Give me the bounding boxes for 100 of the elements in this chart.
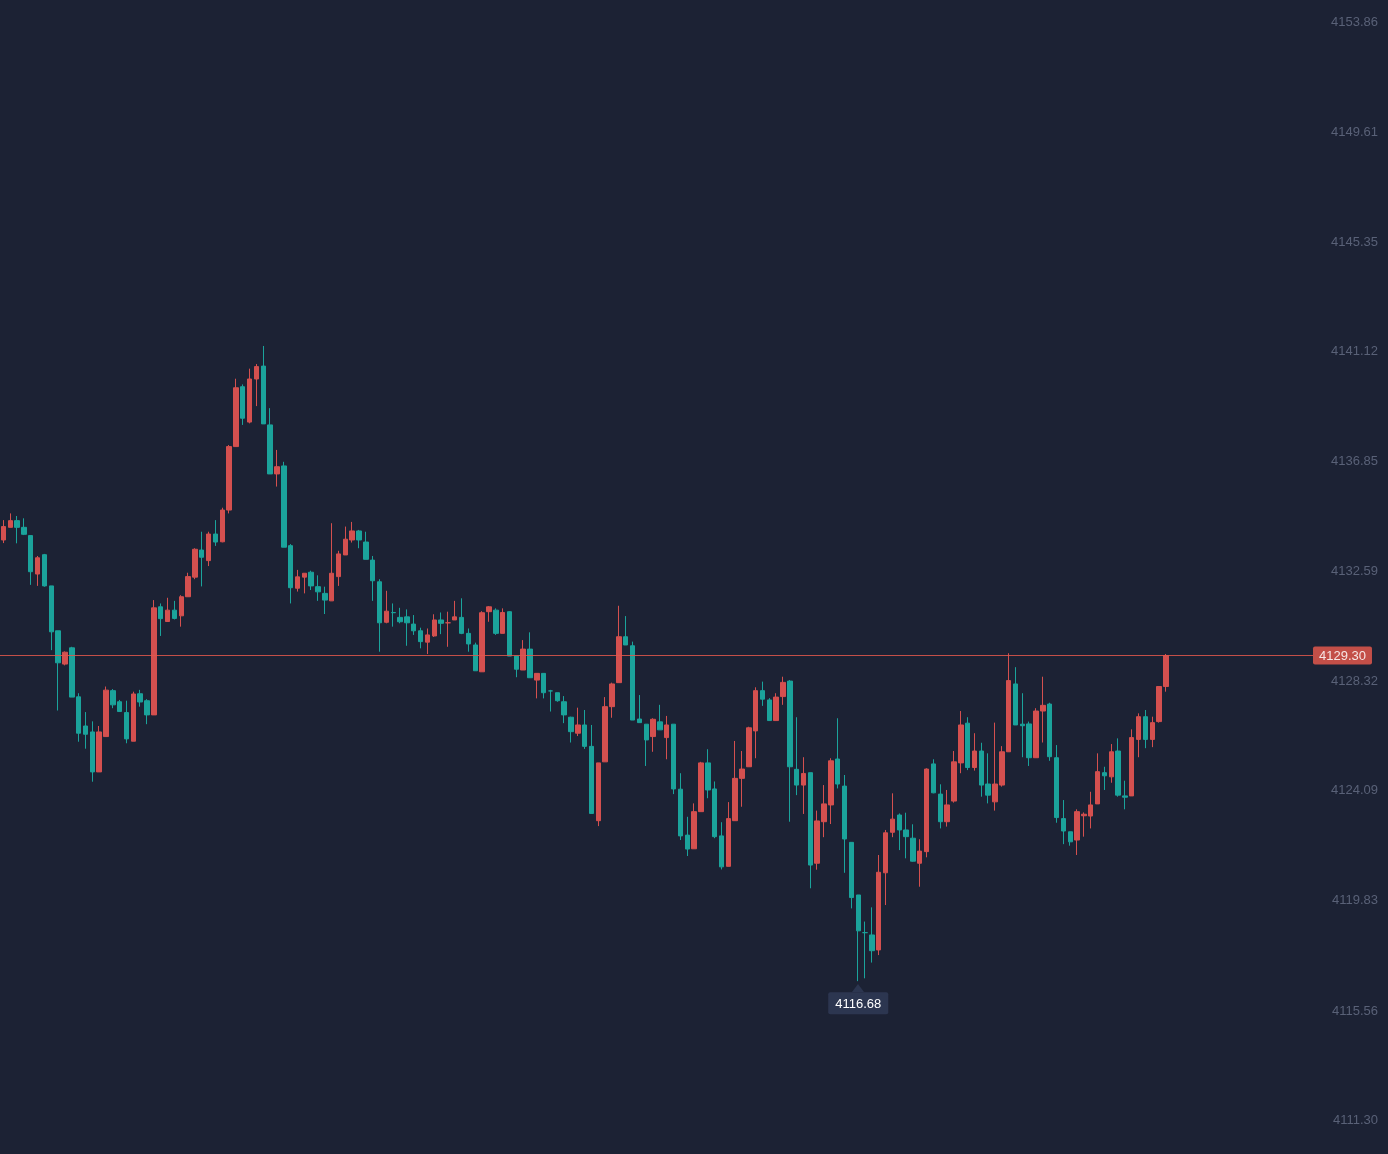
candlestick [849, 841, 854, 909]
candlestick [671, 723, 676, 795]
candlestick [541, 672, 546, 699]
candlestick [630, 641, 635, 721]
candlestick [172, 600, 177, 620]
candlestick [8, 512, 13, 528]
candlestick [1047, 702, 1052, 762]
candlestick [801, 756, 806, 815]
candlestick [787, 679, 793, 823]
candlestick [876, 854, 881, 956]
y-tick-label: 4149.61 [1331, 124, 1378, 140]
candlestick [644, 723, 649, 767]
candlestick [445, 611, 451, 648]
candlestick [917, 838, 922, 888]
candlestick [685, 816, 690, 857]
candlestick [158, 602, 163, 637]
candlestick [391, 602, 396, 628]
candlestick [295, 569, 300, 593]
candlestick [623, 615, 628, 646]
candlestick [760, 681, 765, 707]
candlestick [1150, 716, 1155, 748]
y-tick-label: 4141.12 [1331, 343, 1378, 359]
candlestick [1129, 728, 1134, 797]
y-tick-label: 4115.56 [1331, 1002, 1378, 1018]
candlestick [124, 700, 129, 744]
candlestick [1102, 766, 1107, 791]
candlestick [910, 823, 916, 863]
candlestick [459, 597, 464, 635]
y-tick-label: 4153.86 [1331, 14, 1378, 30]
candlestick [1061, 799, 1066, 845]
candlestick [28, 535, 33, 586]
candlestick [938, 783, 943, 829]
candlestick [589, 724, 594, 814]
candlestick [657, 704, 663, 731]
candlestick [534, 672, 540, 699]
candlestick [1013, 666, 1018, 726]
candlestick [931, 758, 936, 794]
candlestick [808, 772, 813, 889]
y-tick-label: 4136.85 [1331, 453, 1378, 469]
candlestick [206, 531, 211, 567]
candlestick [972, 732, 977, 772]
candlestick [500, 607, 505, 634]
candlestick [493, 607, 499, 636]
candlestick [650, 717, 656, 753]
candlestick [794, 716, 799, 796]
candlestick [384, 590, 389, 624]
candlestick [418, 627, 423, 649]
candlestick [1, 519, 6, 544]
candlestick [42, 553, 47, 588]
candlestick [637, 694, 642, 724]
y-tick-label: 4145.35 [1331, 233, 1378, 249]
candlestick [924, 767, 929, 858]
candlestick [302, 572, 307, 594]
y-tick-label: 4128.32 [1331, 673, 1378, 689]
candlestick [842, 774, 847, 874]
candlestick [473, 642, 478, 672]
candlestick [329, 522, 334, 602]
candlestick [411, 614, 416, 636]
candlestick [90, 720, 95, 783]
candlestick [767, 697, 772, 722]
candlestick [527, 631, 533, 679]
candlestick [274, 449, 280, 488]
candlestick [561, 695, 567, 724]
annotation: 4116.68 [835, 996, 882, 1012]
candlestick [568, 716, 574, 743]
candlestick [466, 627, 471, 653]
y-tick-label: 4119.83 [1331, 892, 1378, 908]
candlestick [254, 363, 259, 407]
candlestick [582, 709, 587, 750]
candlestick [856, 894, 861, 982]
candlestick [336, 550, 341, 587]
candlestick [514, 655, 519, 678]
candlestick [890, 792, 895, 838]
candlestick [548, 689, 553, 713]
candlestick [1136, 712, 1141, 758]
y-tick-label: 4132.59 [1331, 563, 1378, 579]
candlestick [1095, 752, 1100, 805]
candlestick [835, 717, 840, 789]
candlestick [432, 613, 437, 638]
candlestick [575, 707, 581, 737]
candlestick [1068, 831, 1073, 847]
candlestick [83, 711, 88, 750]
candlestick [719, 821, 724, 870]
candlestick [944, 789, 950, 828]
candlestick [664, 715, 669, 760]
candlestick [322, 586, 328, 615]
candlestick [869, 906, 875, 964]
candlestick [377, 578, 382, 653]
candlestick [240, 383, 245, 426]
candlestick [862, 921, 868, 979]
y-tick-label: 4111.30 [1332, 1112, 1378, 1128]
candlestick [35, 555, 40, 587]
candlestick [1109, 743, 1114, 784]
candlestick [131, 691, 136, 742]
candlestick [165, 597, 170, 622]
candlestick [678, 772, 683, 841]
candlestick [965, 716, 970, 771]
candlestick [199, 531, 204, 587]
candlestick [486, 605, 492, 623]
candlestick [1143, 709, 1148, 749]
